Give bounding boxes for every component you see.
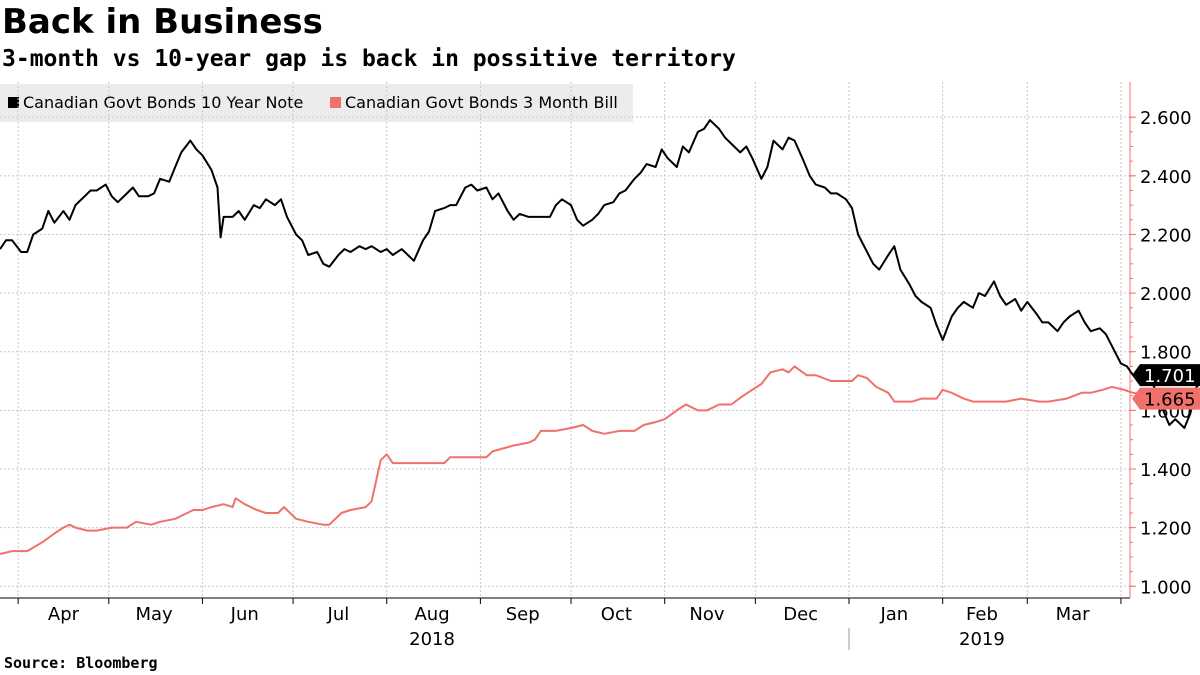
y-tick-label: 2.000: [1140, 284, 1192, 305]
x-tick-label: Sep: [506, 604, 540, 625]
last-value-10-year-flag: [1132, 364, 1200, 387]
x-tick-label: Aug: [414, 604, 449, 625]
x-tick-label: Jul: [327, 604, 350, 625]
x-year-label: 2019: [959, 629, 1005, 650]
x-tick-label: Dec: [783, 604, 818, 625]
x-tick-label: Jan: [879, 604, 908, 625]
legend-swatch-3-month: [330, 97, 341, 108]
y-axis: 1.0001.2001.4001.6001.8002.0002.2002.400…: [1129, 82, 1192, 598]
last-value-10-year-text: 1.701: [1144, 366, 1196, 387]
series-lines: [0, 119, 1200, 555]
x-tick-label: Mar: [1056, 604, 1091, 625]
y-tick-label: 1.400: [1140, 460, 1192, 481]
x-tick-label: Apr: [48, 604, 80, 625]
chart-subtitle: 3-month vs 10-year gap is back in possit…: [2, 46, 736, 72]
last-value-3-month-text: 1.665: [1144, 390, 1196, 411]
value-labels: 1.665 1.701: [1132, 364, 1200, 411]
y-tick-label: 2.400: [1140, 167, 1192, 188]
x-axis: Apr May Jun Jul Aug Sep Oct Nov Dec Jan Feb Mar 2018…: [0, 597, 1130, 650]
legend-label-10-year: Canadian Govt Bonds 10 Year Note: [23, 93, 304, 112]
last-value-10-year: 1.701: [1132, 364, 1200, 387]
series-line-10-year: [0, 119, 1200, 429]
legend: Canadian Govt Bonds 10 Year Note Canadia…: [0, 84, 633, 122]
series-line-3-month: [0, 365, 1200, 555]
gridlines: [0, 82, 1130, 598]
last-value-3-month: 1.665: [1132, 387, 1200, 411]
y-tick-label: 2.200: [1140, 225, 1192, 246]
y-tick-label: 1.000: [1140, 577, 1192, 598]
y-tick-label: 2.600: [1140, 108, 1192, 129]
x-tick-label: Jun: [230, 604, 259, 625]
legend-swatch-10-year: [8, 97, 19, 108]
x-tick-label: Oct: [601, 604, 632, 625]
y-tick-label: 1.200: [1140, 519, 1192, 540]
x-year-label: 2018: [409, 629, 455, 650]
legend-item-3-month: Canadian Govt Bonds 3 Month Bill: [330, 93, 618, 112]
chart-title: Back in Business: [2, 2, 323, 42]
y-tick-label: 1.800: [1140, 343, 1192, 364]
x-tick-label: Feb: [966, 604, 998, 625]
x-tick-label: May: [135, 604, 173, 625]
legend-label-3-month: Canadian Govt Bonds 3 Month Bill: [345, 93, 618, 112]
source-note: Source: Bloomberg: [4, 654, 158, 672]
last-value-3-month-flag: [1132, 387, 1200, 410]
x-tick-label: Nov: [689, 604, 724, 625]
legend-item-10-year: Canadian Govt Bonds 10 Year Note: [8, 93, 303, 112]
